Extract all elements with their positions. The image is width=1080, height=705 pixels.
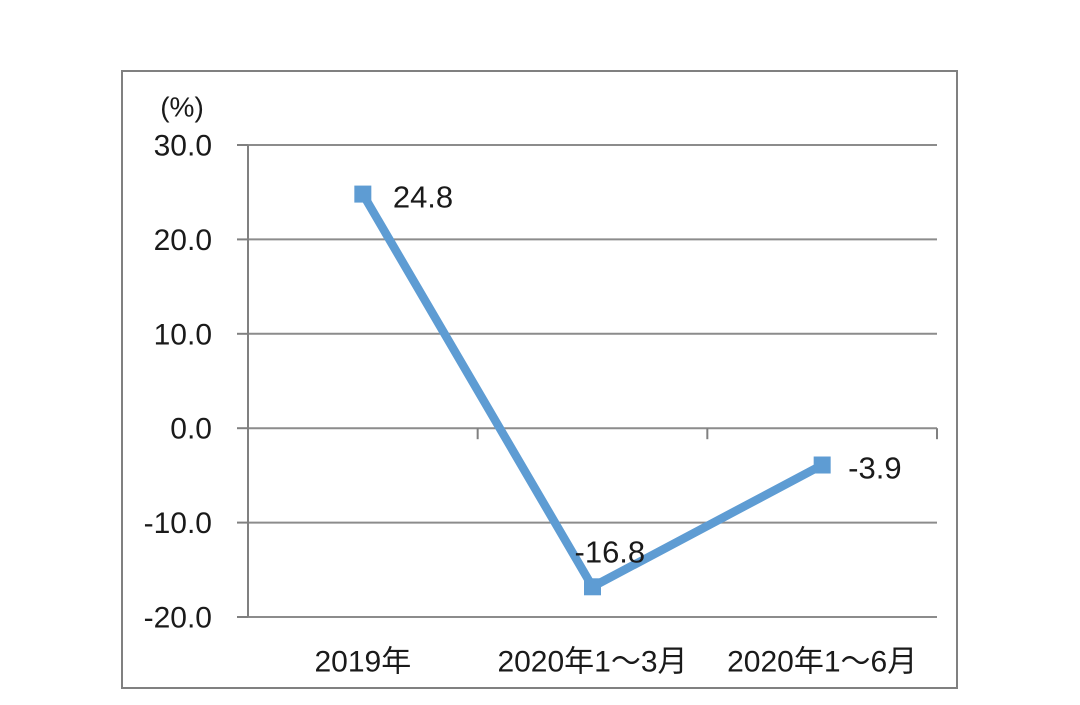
x-tick-label: 2019年 <box>314 646 411 679</box>
y-tick-label: 30.0 <box>154 130 212 163</box>
y-tick-label: 0.0 <box>170 413 212 446</box>
y-tick-label: 10.0 <box>154 318 212 351</box>
data-point-label: -3.9 <box>848 451 901 486</box>
series-line <box>359 191 825 593</box>
y-axis-unit-label: (%) <box>160 92 204 123</box>
x-tick-label: 2020年1～3月 <box>497 646 687 679</box>
data-point-marker <box>354 185 372 203</box>
y-tick-label: 20.0 <box>154 224 212 257</box>
data-point-label: -16.8 <box>575 534 646 569</box>
chart-border <box>121 70 958 689</box>
y-axis-tick-labels: 30.0 20.0 10.0 0.0 -10.0 -20.0 <box>144 130 212 635</box>
data-point-labels: 24.8 -16.8 -3.9 <box>393 180 902 570</box>
axes <box>237 144 938 618</box>
gridlines <box>248 144 937 618</box>
y-tick-label: -20.0 <box>144 602 212 635</box>
data-point-marker <box>584 578 601 596</box>
data-series <box>354 185 831 596</box>
data-point-label: 24.8 <box>393 180 453 215</box>
x-axis-tick-labels: 2019年 2020年1～3月 2020年1～6月 <box>314 646 917 679</box>
x-tick-label: 2020年1～6月 <box>727 646 917 679</box>
data-point-marker <box>813 456 831 474</box>
y-tick-label: -10.0 <box>144 507 212 540</box>
